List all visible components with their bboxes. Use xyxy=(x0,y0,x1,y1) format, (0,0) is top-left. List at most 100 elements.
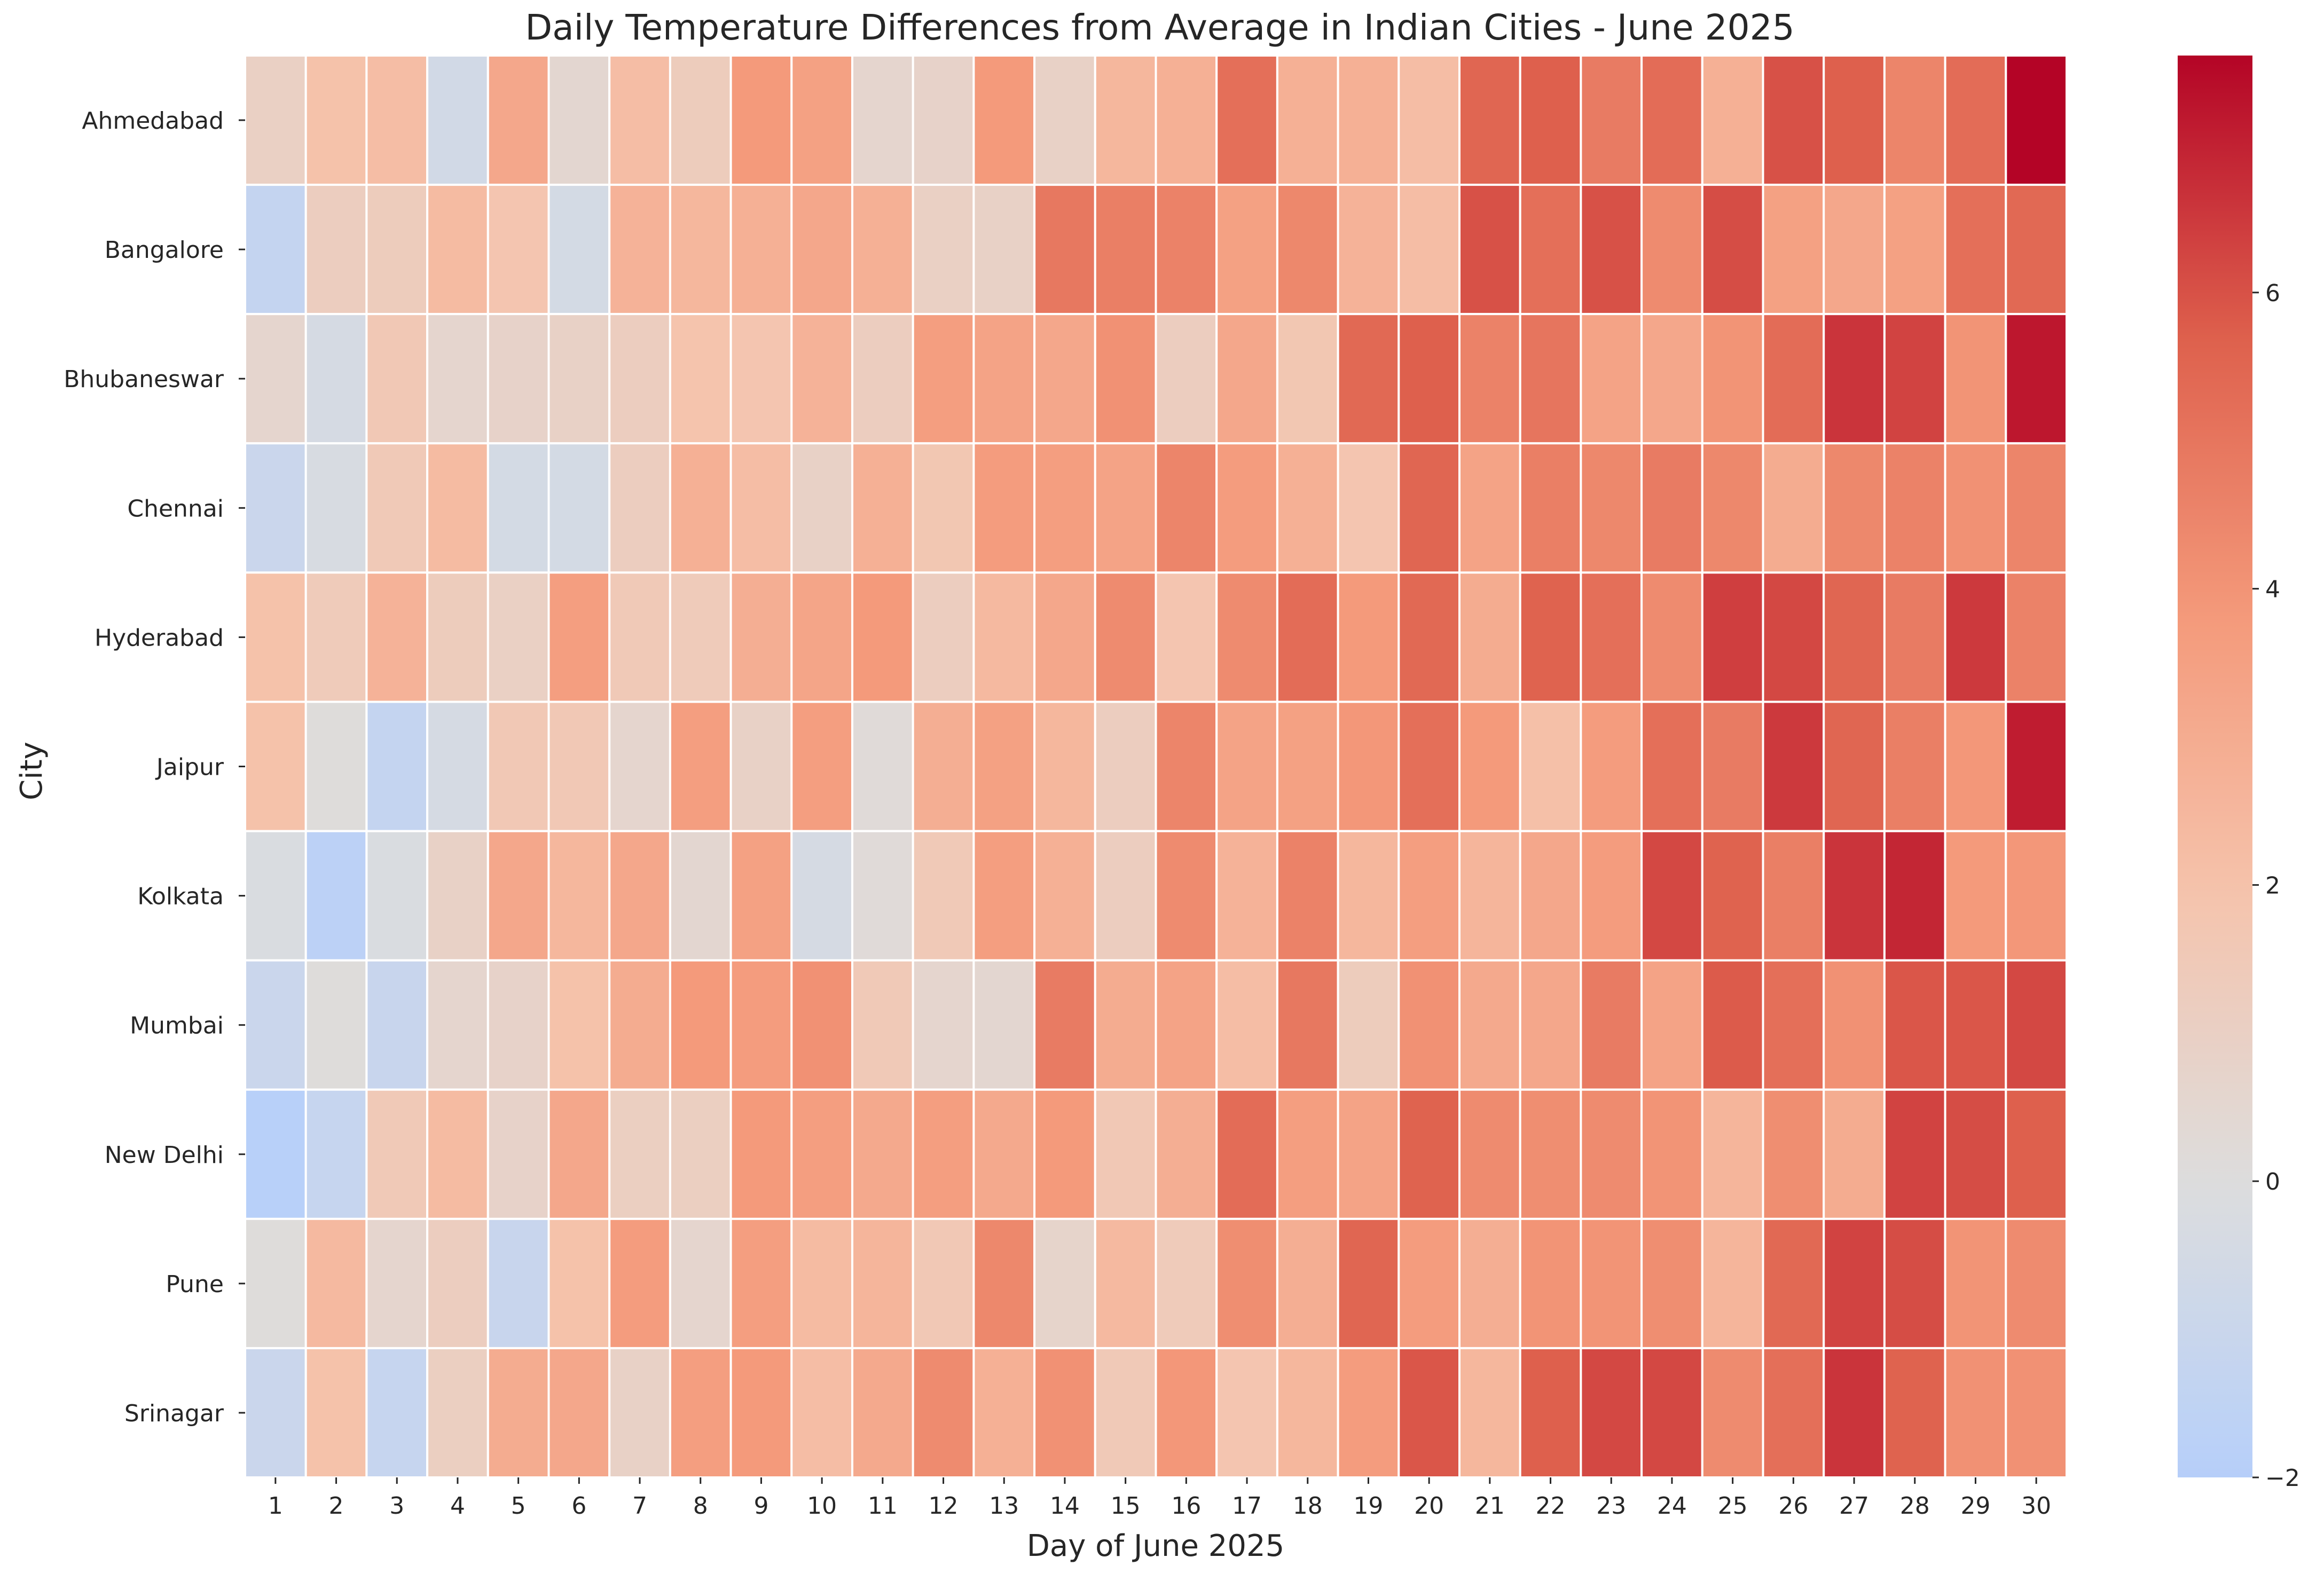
heatmap-cell xyxy=(1640,184,1703,316)
heatmap-cell xyxy=(1762,959,1825,1091)
heatmap-cell xyxy=(1883,571,1946,703)
heatmap-cell xyxy=(244,184,307,316)
heatmap-cell xyxy=(1155,571,1218,703)
heatmap-cell xyxy=(1944,1347,2007,1479)
heatmap-cell xyxy=(1701,184,1764,316)
heatmap-cell xyxy=(1094,54,1157,186)
heatmap-cell xyxy=(1823,1088,1886,1220)
heatmap-cell xyxy=(851,830,914,962)
heatmap-cell xyxy=(1397,571,1461,703)
heatmap-cell xyxy=(1155,184,1218,316)
heatmap-cell xyxy=(972,184,1036,316)
x-tick-label: 16 xyxy=(1171,1492,1201,1520)
y-tick-label: Chennai xyxy=(127,495,224,522)
heatmap-cell xyxy=(608,313,671,445)
heatmap-cell xyxy=(1458,701,1521,832)
heatmap-cell xyxy=(1094,1217,1157,1349)
heatmap-cell xyxy=(1944,313,2007,445)
heatmap-cell xyxy=(1094,1347,1157,1479)
y-tick-label: Mumbai xyxy=(130,1012,224,1040)
heatmap-cell xyxy=(2005,1347,2068,1479)
heatmap-cell xyxy=(1337,571,1400,703)
heatmap-cell xyxy=(790,442,854,574)
heatmap-cell xyxy=(1337,1347,1400,1479)
heatmap-cell xyxy=(486,54,550,186)
heatmap-cell xyxy=(1033,442,1096,574)
heatmap-cell xyxy=(1640,959,1703,1091)
heatmap-cell xyxy=(1823,1217,1886,1349)
heatmap-cell xyxy=(669,1088,732,1220)
heatmap-cell xyxy=(426,313,489,445)
heatmap-cell xyxy=(486,184,550,316)
heatmap-cell xyxy=(1640,1088,1703,1220)
heatmap-cell xyxy=(608,701,671,832)
heatmap-cell xyxy=(729,1217,793,1349)
x-tick-label: 8 xyxy=(693,1492,708,1520)
heatmap-cell xyxy=(1823,184,1886,316)
heatmap-cell xyxy=(244,1088,307,1220)
heatmap-cell xyxy=(244,442,307,574)
heatmap-cell xyxy=(1337,184,1400,316)
heatmap-cell xyxy=(1033,830,1096,962)
heatmap-cell xyxy=(1883,1217,1946,1349)
heatmap-cell xyxy=(669,701,732,832)
heatmap-cell xyxy=(486,701,550,832)
heatmap-cell xyxy=(2005,442,2068,574)
heatmap-cell xyxy=(1640,1217,1703,1349)
colorbar-tick-label: −2 xyxy=(2265,1465,2300,1492)
heatmap-cell xyxy=(304,1088,368,1220)
heatmap-cell xyxy=(1823,313,1886,445)
heatmap-cell xyxy=(851,571,914,703)
heatmap-cell xyxy=(1458,571,1521,703)
heatmap-cell xyxy=(729,313,793,445)
x-tick-label: 6 xyxy=(571,1492,586,1520)
heatmap-cell xyxy=(851,701,914,832)
heatmap-cell xyxy=(912,313,975,445)
heatmap-cell xyxy=(1883,313,1946,445)
heatmap-cell xyxy=(1155,1088,1218,1220)
heatmap-cell xyxy=(972,1347,1036,1479)
heatmap-cell xyxy=(1762,54,1825,186)
colorbar-tick-label: 6 xyxy=(2265,280,2280,307)
heatmap-cell xyxy=(547,442,611,574)
heatmap-cell xyxy=(1033,1088,1096,1220)
y-tick-label: Pune xyxy=(166,1271,224,1298)
y-tick-labels: Ahmedabad Bangalore Bhubaneswar Chennai Hyde… xyxy=(64,107,245,1427)
heatmap-cell xyxy=(426,1217,489,1349)
heatmap-cell xyxy=(1580,54,1643,186)
heatmap-cell xyxy=(669,54,732,186)
heatmap-cell xyxy=(912,442,975,574)
heatmap-cell xyxy=(365,54,429,186)
heatmap-cell xyxy=(1823,442,1886,574)
heatmap-cell xyxy=(1215,184,1278,316)
x-tick-label: 17 xyxy=(1232,1492,1262,1520)
heatmap-cell xyxy=(365,830,429,962)
heatmap-cell xyxy=(1944,830,2007,962)
x-tick-label: 18 xyxy=(1293,1492,1323,1520)
heatmap-cell xyxy=(244,701,307,832)
y-axis-label: City xyxy=(14,742,49,800)
heatmap-cell xyxy=(426,184,489,316)
heatmap-cell xyxy=(972,54,1036,186)
colorbar-tick-labels: −2 0 2 4 6 xyxy=(2252,280,2300,1492)
heatmap-cell xyxy=(1519,313,1582,445)
heatmap-cell xyxy=(2005,184,2068,316)
heatmap-cell xyxy=(244,959,307,1091)
heatmap-cell xyxy=(1276,959,1339,1091)
heatmap-cell xyxy=(1701,1347,1764,1479)
heatmap-cell xyxy=(1883,830,1946,962)
heatmap-cell xyxy=(729,959,793,1091)
heatmap-cell xyxy=(1397,959,1461,1091)
heatmap-cell xyxy=(1823,54,1886,186)
heatmap-cell xyxy=(426,959,489,1091)
heatmap-cell xyxy=(1033,959,1096,1091)
heatmap-cell xyxy=(1094,571,1157,703)
heatmap-cell xyxy=(1883,184,1946,316)
heatmap-cell xyxy=(365,959,429,1091)
heatmap-cell xyxy=(1823,701,1886,832)
heatmap-cell xyxy=(1701,1217,1764,1349)
heatmap-cell xyxy=(1944,184,2007,316)
heatmap-cell xyxy=(912,830,975,962)
x-tick-label: 22 xyxy=(1536,1492,1566,1520)
